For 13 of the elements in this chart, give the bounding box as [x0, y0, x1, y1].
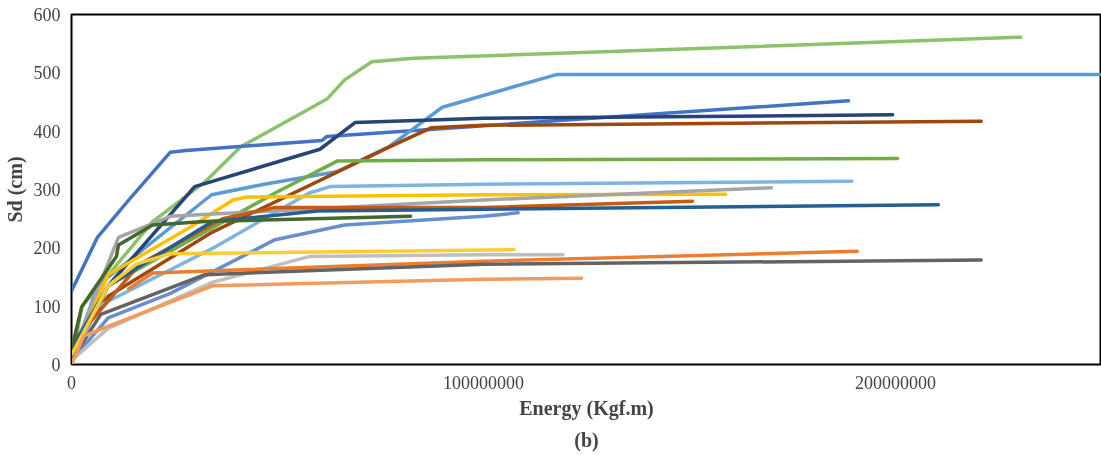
- y-axis-title: Sd (cm): [3, 156, 27, 223]
- y-tick-label: 400: [33, 121, 61, 142]
- y-tick-label: 600: [33, 5, 61, 25]
- y-tick-label: 500: [33, 63, 61, 84]
- y-tick-label: 300: [33, 180, 61, 200]
- x-axis-title: Energy (Kgf.m): [519, 396, 654, 420]
- x-tick-label: 0: [67, 372, 76, 393]
- y-tick-label: 0: [51, 355, 61, 375]
- x-tick-label: 200000000: [855, 372, 936, 393]
- y-tick-label: 100: [33, 296, 61, 317]
- y-tick-label: 200: [33, 238, 61, 259]
- x-tick-label: 100000000: [443, 372, 524, 393]
- text: (b): [574, 428, 599, 452]
